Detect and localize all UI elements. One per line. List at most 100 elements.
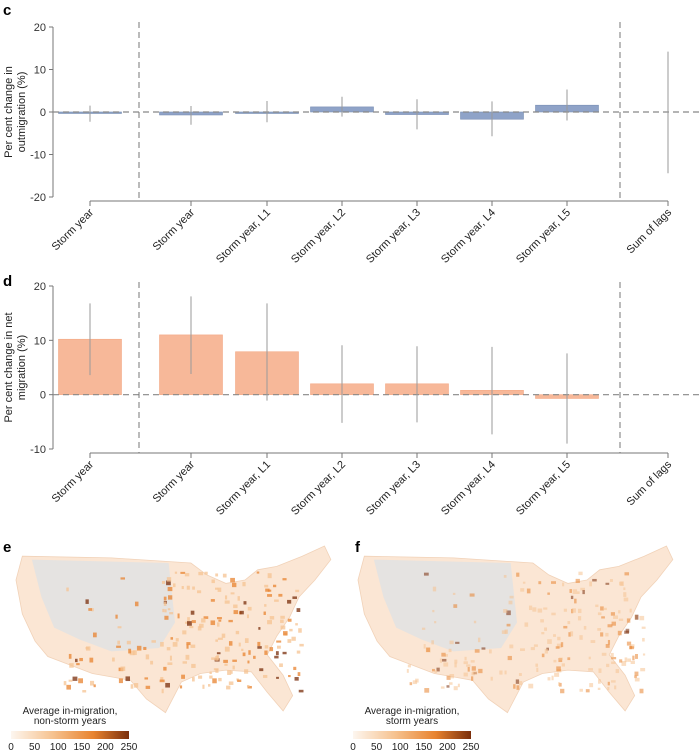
county-cell (423, 572, 429, 576)
legend-colorbar (11, 731, 129, 739)
county-cell (623, 597, 629, 602)
county-cell (577, 608, 582, 614)
county-cell (269, 647, 274, 652)
county-cell (473, 620, 477, 624)
county-cell (518, 673, 522, 676)
x-tick-label: Storm year, L3 (364, 459, 423, 518)
county-cell (541, 653, 545, 658)
county-cell (192, 677, 195, 682)
county-cell (474, 649, 480, 653)
county-cell (588, 668, 593, 671)
county-cell (432, 586, 437, 592)
county-cell (85, 646, 89, 650)
legend-tick-label: 150 (415, 742, 432, 751)
y-tick-label: 0 (40, 390, 46, 402)
county-cell (424, 688, 430, 693)
county-cell (216, 617, 222, 620)
county-cell (298, 628, 302, 633)
county-cell (164, 615, 169, 620)
county-cell (201, 618, 206, 623)
county-cell (75, 658, 78, 663)
county-cell (623, 587, 626, 591)
county-cell (264, 604, 267, 607)
county-cell (639, 615, 645, 621)
county-cell (298, 689, 304, 693)
county-cell (634, 677, 640, 682)
county-cell (535, 663, 539, 667)
county-cell (530, 647, 535, 651)
county-cell (449, 674, 455, 679)
county-cell (190, 644, 196, 648)
county-cell (233, 610, 239, 615)
county-cell (264, 650, 268, 655)
county-cell (282, 578, 287, 581)
county-cell (588, 656, 591, 660)
county-cell (515, 679, 520, 684)
county-cell (292, 596, 298, 599)
county-cell (259, 668, 264, 672)
panel-label-e: e (3, 539, 11, 556)
no-data-region (31, 559, 176, 652)
county-cell (556, 643, 562, 648)
county-cell (117, 640, 121, 645)
county-cell (614, 685, 617, 690)
county-cell (85, 599, 89, 604)
x-tick-label: Storm year, L3 (364, 207, 423, 266)
county-cell (181, 674, 185, 679)
legend-tick-label: 200 (97, 742, 114, 751)
county-cell (166, 647, 171, 651)
county-cell (232, 665, 235, 670)
county-cell (242, 652, 246, 657)
county-cell (274, 599, 279, 602)
county-cell (90, 680, 95, 686)
county-cell (537, 608, 543, 613)
county-cell (239, 610, 244, 615)
county-cell (212, 678, 217, 684)
legend-tick-label: 250 (463, 742, 480, 751)
county-cell (182, 661, 188, 664)
county-cell (230, 670, 233, 674)
county-cell (162, 608, 165, 613)
county-cell (232, 582, 237, 588)
county-cell (190, 610, 195, 615)
county-cell (243, 601, 247, 605)
county-cell (553, 659, 557, 663)
county-cell (126, 640, 131, 645)
county-cell (600, 632, 604, 637)
county-cell (434, 621, 437, 624)
county-cell (197, 590, 202, 594)
county-cell (607, 639, 611, 645)
county-cell (407, 664, 411, 668)
county-cell (247, 685, 252, 689)
county-cell (558, 658, 563, 663)
county-cell (180, 571, 186, 574)
county-cell (448, 648, 452, 653)
county-cell (431, 640, 434, 645)
county-cell (293, 666, 297, 671)
county-cell (630, 660, 635, 664)
y-axis-label: Per cent change inoutmigration (%) (3, 66, 28, 158)
county-cell (69, 663, 74, 668)
county-cell (469, 593, 475, 597)
county-cell (641, 626, 646, 629)
county-cell (444, 654, 449, 657)
county-cell (477, 637, 481, 643)
county-cell (215, 587, 219, 590)
county-cell (76, 663, 80, 666)
county-cell (117, 626, 122, 629)
county-cell (562, 582, 565, 587)
county-cell (507, 655, 512, 661)
county-cell (187, 617, 190, 622)
county-cell (68, 653, 72, 659)
x-tick-label: Storm year, L1 (214, 459, 273, 518)
county-cell (619, 659, 623, 663)
county-cell (464, 656, 467, 661)
county-cell (296, 608, 301, 612)
county-cell (79, 657, 83, 662)
county-cell (93, 684, 96, 688)
county-cell (590, 640, 596, 643)
county-cell (237, 679, 242, 682)
county-cell (627, 658, 632, 662)
county-cell (610, 680, 616, 683)
county-cell (632, 655, 635, 661)
